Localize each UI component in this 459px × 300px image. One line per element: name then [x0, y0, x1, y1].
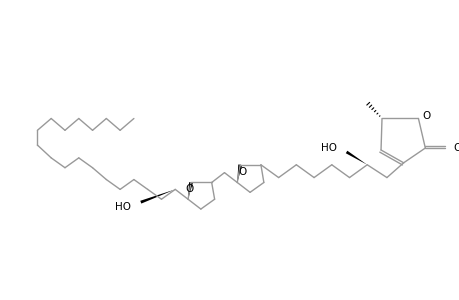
- Text: O: O: [185, 184, 193, 194]
- Polygon shape: [188, 182, 192, 199]
- Polygon shape: [140, 189, 175, 204]
- Text: O: O: [421, 110, 430, 121]
- Text: O: O: [238, 167, 246, 177]
- Text: O: O: [452, 143, 459, 153]
- Polygon shape: [237, 164, 241, 182]
- Text: HO: HO: [320, 143, 336, 153]
- Text: HO: HO: [115, 202, 131, 212]
- Polygon shape: [345, 151, 366, 165]
